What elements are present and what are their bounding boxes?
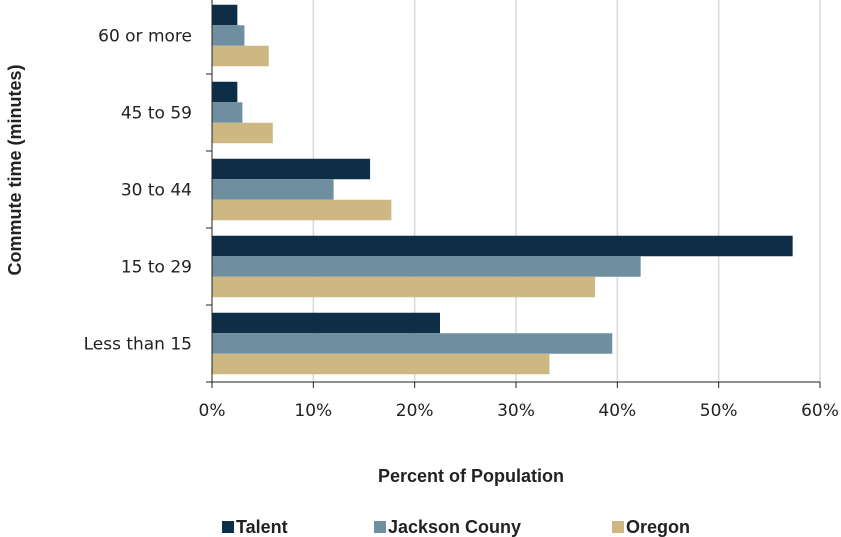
x-tick-label: 50% bbox=[700, 401, 738, 421]
legend-label: Jackson Couny bbox=[388, 517, 521, 537]
legend-swatch bbox=[374, 521, 386, 533]
bar bbox=[212, 199, 392, 221]
bar bbox=[212, 179, 334, 200]
x-tick-label: 0% bbox=[199, 401, 226, 421]
legend-swatch bbox=[612, 521, 624, 533]
bar bbox=[212, 235, 793, 257]
bar bbox=[212, 4, 238, 26]
bar bbox=[212, 333, 613, 354]
legend-label: Talent bbox=[236, 517, 288, 537]
bar bbox=[212, 122, 273, 144]
legend-swatch bbox=[222, 521, 234, 533]
bar bbox=[212, 312, 440, 334]
legend-label: Oregon bbox=[626, 517, 690, 537]
bar bbox=[212, 276, 596, 298]
bar bbox=[212, 25, 245, 46]
bar bbox=[212, 81, 238, 103]
x-tick-label: 60% bbox=[801, 401, 839, 421]
y-tick-label: 60 or more bbox=[98, 27, 192, 47]
x-tick-label: 10% bbox=[294, 401, 332, 421]
x-axis-label: Percent of Population bbox=[378, 466, 564, 486]
x-tick-label: 30% bbox=[497, 401, 535, 421]
y-tick-label: Less than 15 bbox=[84, 335, 192, 355]
x-tick-label: 40% bbox=[598, 401, 636, 421]
bar bbox=[212, 158, 371, 180]
bar bbox=[212, 256, 641, 277]
y-tick-label: 15 to 29 bbox=[121, 258, 192, 278]
x-tick-label: 20% bbox=[396, 401, 434, 421]
bar bbox=[212, 102, 243, 123]
y-tick-label: 30 to 44 bbox=[121, 181, 192, 201]
y-tick-label: 45 to 59 bbox=[121, 104, 192, 124]
y-axis-label: Commute time (minutes) bbox=[5, 64, 25, 275]
bar bbox=[212, 45, 269, 67]
bar bbox=[212, 353, 550, 375]
